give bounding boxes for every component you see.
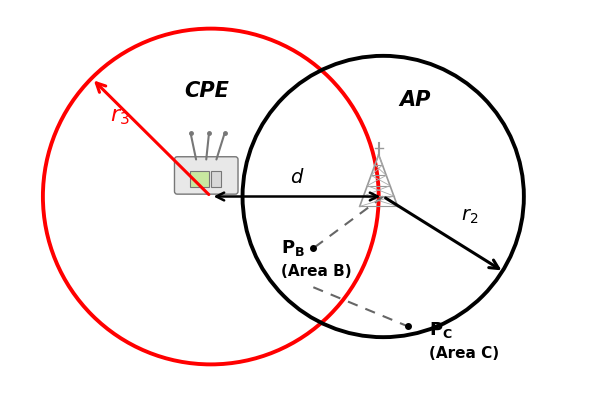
Text: $\mathbf{P_C}$: $\mathbf{P_C}$	[429, 320, 453, 340]
Text: CPE: CPE	[184, 81, 229, 101]
FancyBboxPatch shape	[175, 157, 238, 194]
Bar	[211, 171, 221, 187]
Text: (Area B): (Area B)	[281, 264, 351, 279]
Text: $\mathbf{P_B}$: $\mathbf{P_B}$	[281, 238, 305, 258]
Text: (Area C): (Area C)	[429, 346, 499, 361]
Text: $d$: $d$	[290, 169, 304, 187]
Text: $r_3$: $r_3$	[110, 107, 130, 127]
Bar	[190, 171, 209, 187]
Text: $r_2$: $r_2$	[461, 208, 478, 226]
Text: AP: AP	[399, 90, 431, 110]
